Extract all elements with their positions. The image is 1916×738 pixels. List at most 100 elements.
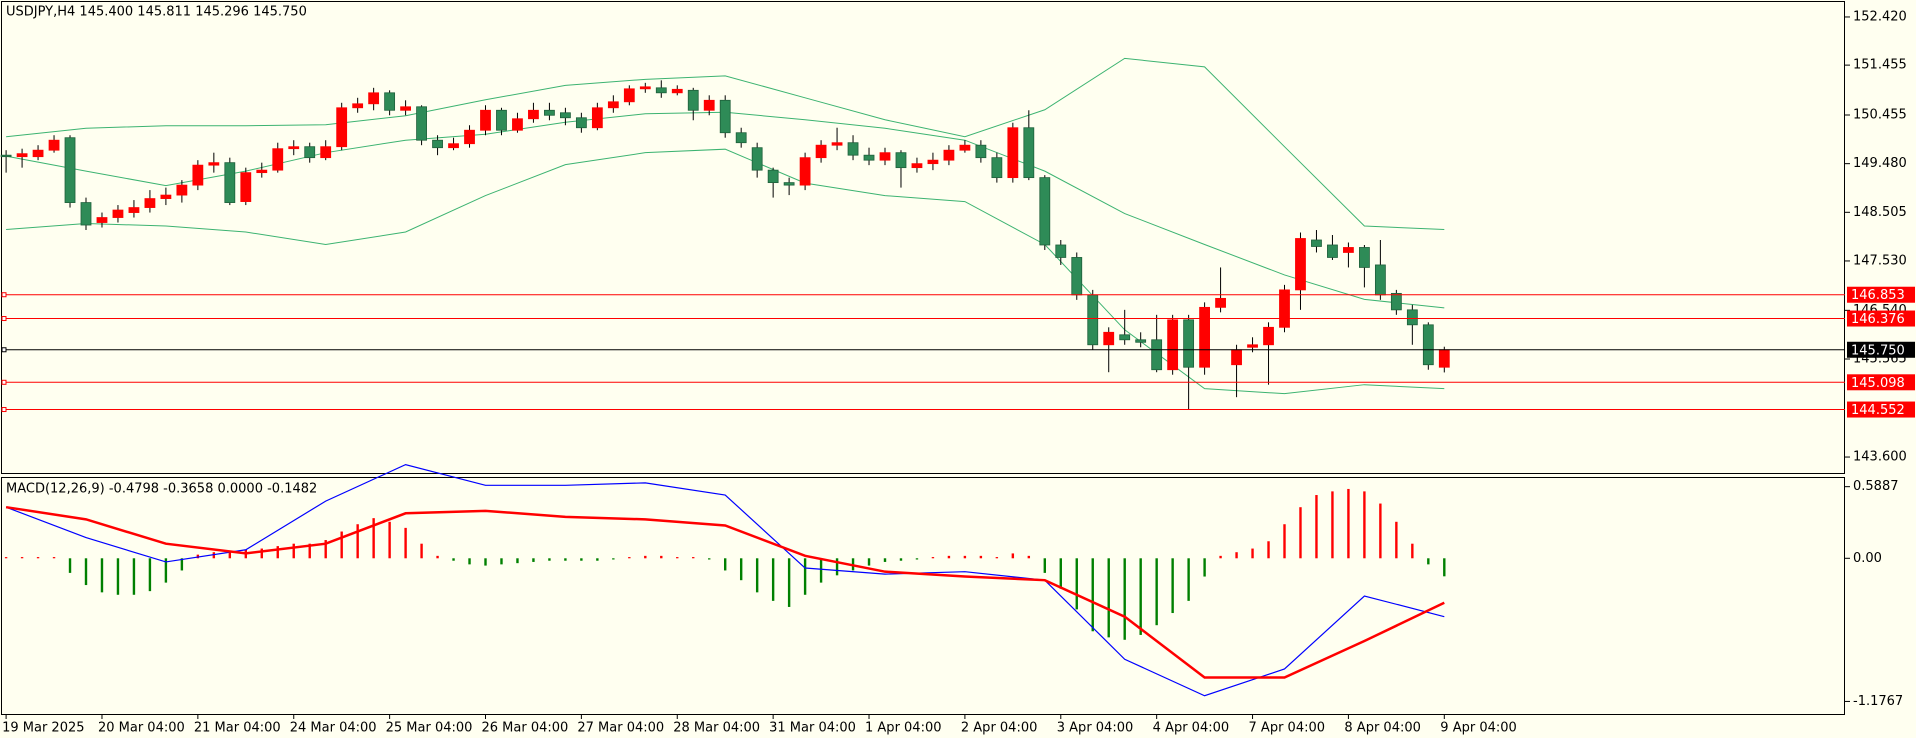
candle-body	[1135, 339, 1147, 343]
histogram-bar	[4, 557, 8, 559]
histogram-bar	[1443, 558, 1446, 577]
candle-body	[144, 198, 156, 208]
candle-body	[895, 152, 907, 169]
candle-body	[1103, 331, 1115, 346]
histogram-bar	[84, 558, 88, 586]
candle-body	[703, 99, 715, 111]
candle-body	[1071, 257, 1083, 296]
histogram-bar	[548, 558, 551, 561]
histogram-bar	[1059, 558, 1062, 589]
histogram-bar	[1299, 507, 1302, 559]
candle-body	[959, 144, 971, 151]
x-tick-label: 21 Mar 04:00	[194, 721, 281, 736]
candle-body	[1055, 244, 1067, 258]
candle-body	[879, 152, 891, 161]
level-marker	[1, 292, 7, 298]
candle-body	[1311, 239, 1322, 247]
candle-body	[751, 147, 763, 171]
candle-body	[528, 109, 539, 120]
candle-body	[1087, 294, 1099, 346]
level-label: 144.552	[1851, 403, 1905, 418]
candle-body	[687, 89, 699, 111]
candle-body	[815, 144, 827, 159]
x-tick-label: 19 Mar 2025	[2, 721, 84, 736]
histogram-bar	[1395, 521, 1398, 559]
candle-body	[1183, 319, 1195, 368]
candle-body	[1263, 326, 1274, 346]
histogram-bar	[532, 558, 535, 562]
candle-body	[240, 172, 252, 202]
histogram-bar	[835, 558, 839, 576]
candle-body	[575, 117, 587, 129]
x-tick-label: 8 Apr 04:00	[1344, 721, 1421, 736]
histogram-bar	[1347, 488, 1350, 559]
candle-body	[831, 142, 843, 146]
level-label: 146.853	[1851, 288, 1905, 303]
candle-body	[1279, 289, 1290, 328]
candle-body	[847, 142, 859, 156]
histogram-bar	[308, 543, 311, 559]
histogram-bar	[116, 558, 120, 595]
candle-body	[927, 159, 939, 165]
indicator-line	[5, 463, 1445, 697]
candle-body	[1199, 306, 1210, 368]
y-tick-label: 149.480	[1853, 156, 1907, 171]
candle-body	[368, 92, 380, 105]
level-marker	[1, 347, 7, 353]
candle-body	[1215, 297, 1226, 308]
candle-body	[991, 157, 1003, 179]
histogram-bar	[372, 518, 375, 559]
candle-body	[1247, 344, 1258, 348]
candle-body	[1151, 339, 1163, 371]
histogram-bar	[771, 558, 775, 601]
candle-body	[256, 169, 268, 174]
x-tick-label: 9 Apr 04:00	[1440, 721, 1517, 736]
macd-title: MACD(12,26,9) -0.4798 -0.3658 0.0000 -0.…	[6, 482, 317, 497]
histogram-bar	[915, 558, 919, 560]
candle-body	[320, 146, 332, 159]
histogram-bar	[1139, 558, 1142, 635]
candle-body	[64, 137, 76, 203]
histogram-bar	[947, 555, 951, 559]
candle-body	[719, 99, 731, 134]
candle-body	[96, 217, 108, 223]
y-tick-label: 152.420	[1853, 9, 1907, 24]
histogram-bar	[1411, 543, 1414, 559]
histogram-bar	[212, 552, 216, 559]
level-marker	[1, 379, 7, 385]
candle-body	[1327, 244, 1338, 258]
histogram-bar	[36, 557, 40, 559]
histogram-bar	[1251, 548, 1254, 559]
level-marker	[1, 316, 7, 322]
candle-body	[224, 162, 236, 203]
level-label-bg	[1847, 310, 1915, 327]
histogram-bar	[324, 540, 327, 559]
candle-body	[911, 163, 923, 169]
level-label: 146.376	[1851, 312, 1905, 327]
candle-body	[1374, 264, 1386, 296]
candle-body	[671, 88, 683, 94]
y-tick-label: 0.5887	[1853, 479, 1899, 494]
candle-body	[863, 154, 875, 161]
histogram-bar	[1187, 558, 1190, 601]
candle-body	[655, 87, 667, 94]
candle-body	[1390, 292, 1402, 311]
histogram-bar	[180, 558, 184, 571]
histogram-bar	[1219, 555, 1222, 559]
candle-body	[208, 162, 220, 166]
candle-body	[1039, 177, 1051, 246]
histogram-bar	[628, 557, 631, 559]
histogram-bar	[388, 521, 391, 559]
candle-body	[735, 132, 747, 144]
histogram-bar	[228, 550, 232, 559]
histogram-bar	[564, 558, 567, 561]
histogram-bar	[436, 555, 439, 559]
histogram-bar	[260, 548, 263, 559]
histogram-bar	[1011, 553, 1015, 559]
candle-body	[1231, 349, 1242, 366]
x-tick-label: 27 Mar 04:00	[577, 721, 664, 736]
candle-body	[591, 107, 603, 129]
histogram-bar	[1427, 558, 1430, 565]
